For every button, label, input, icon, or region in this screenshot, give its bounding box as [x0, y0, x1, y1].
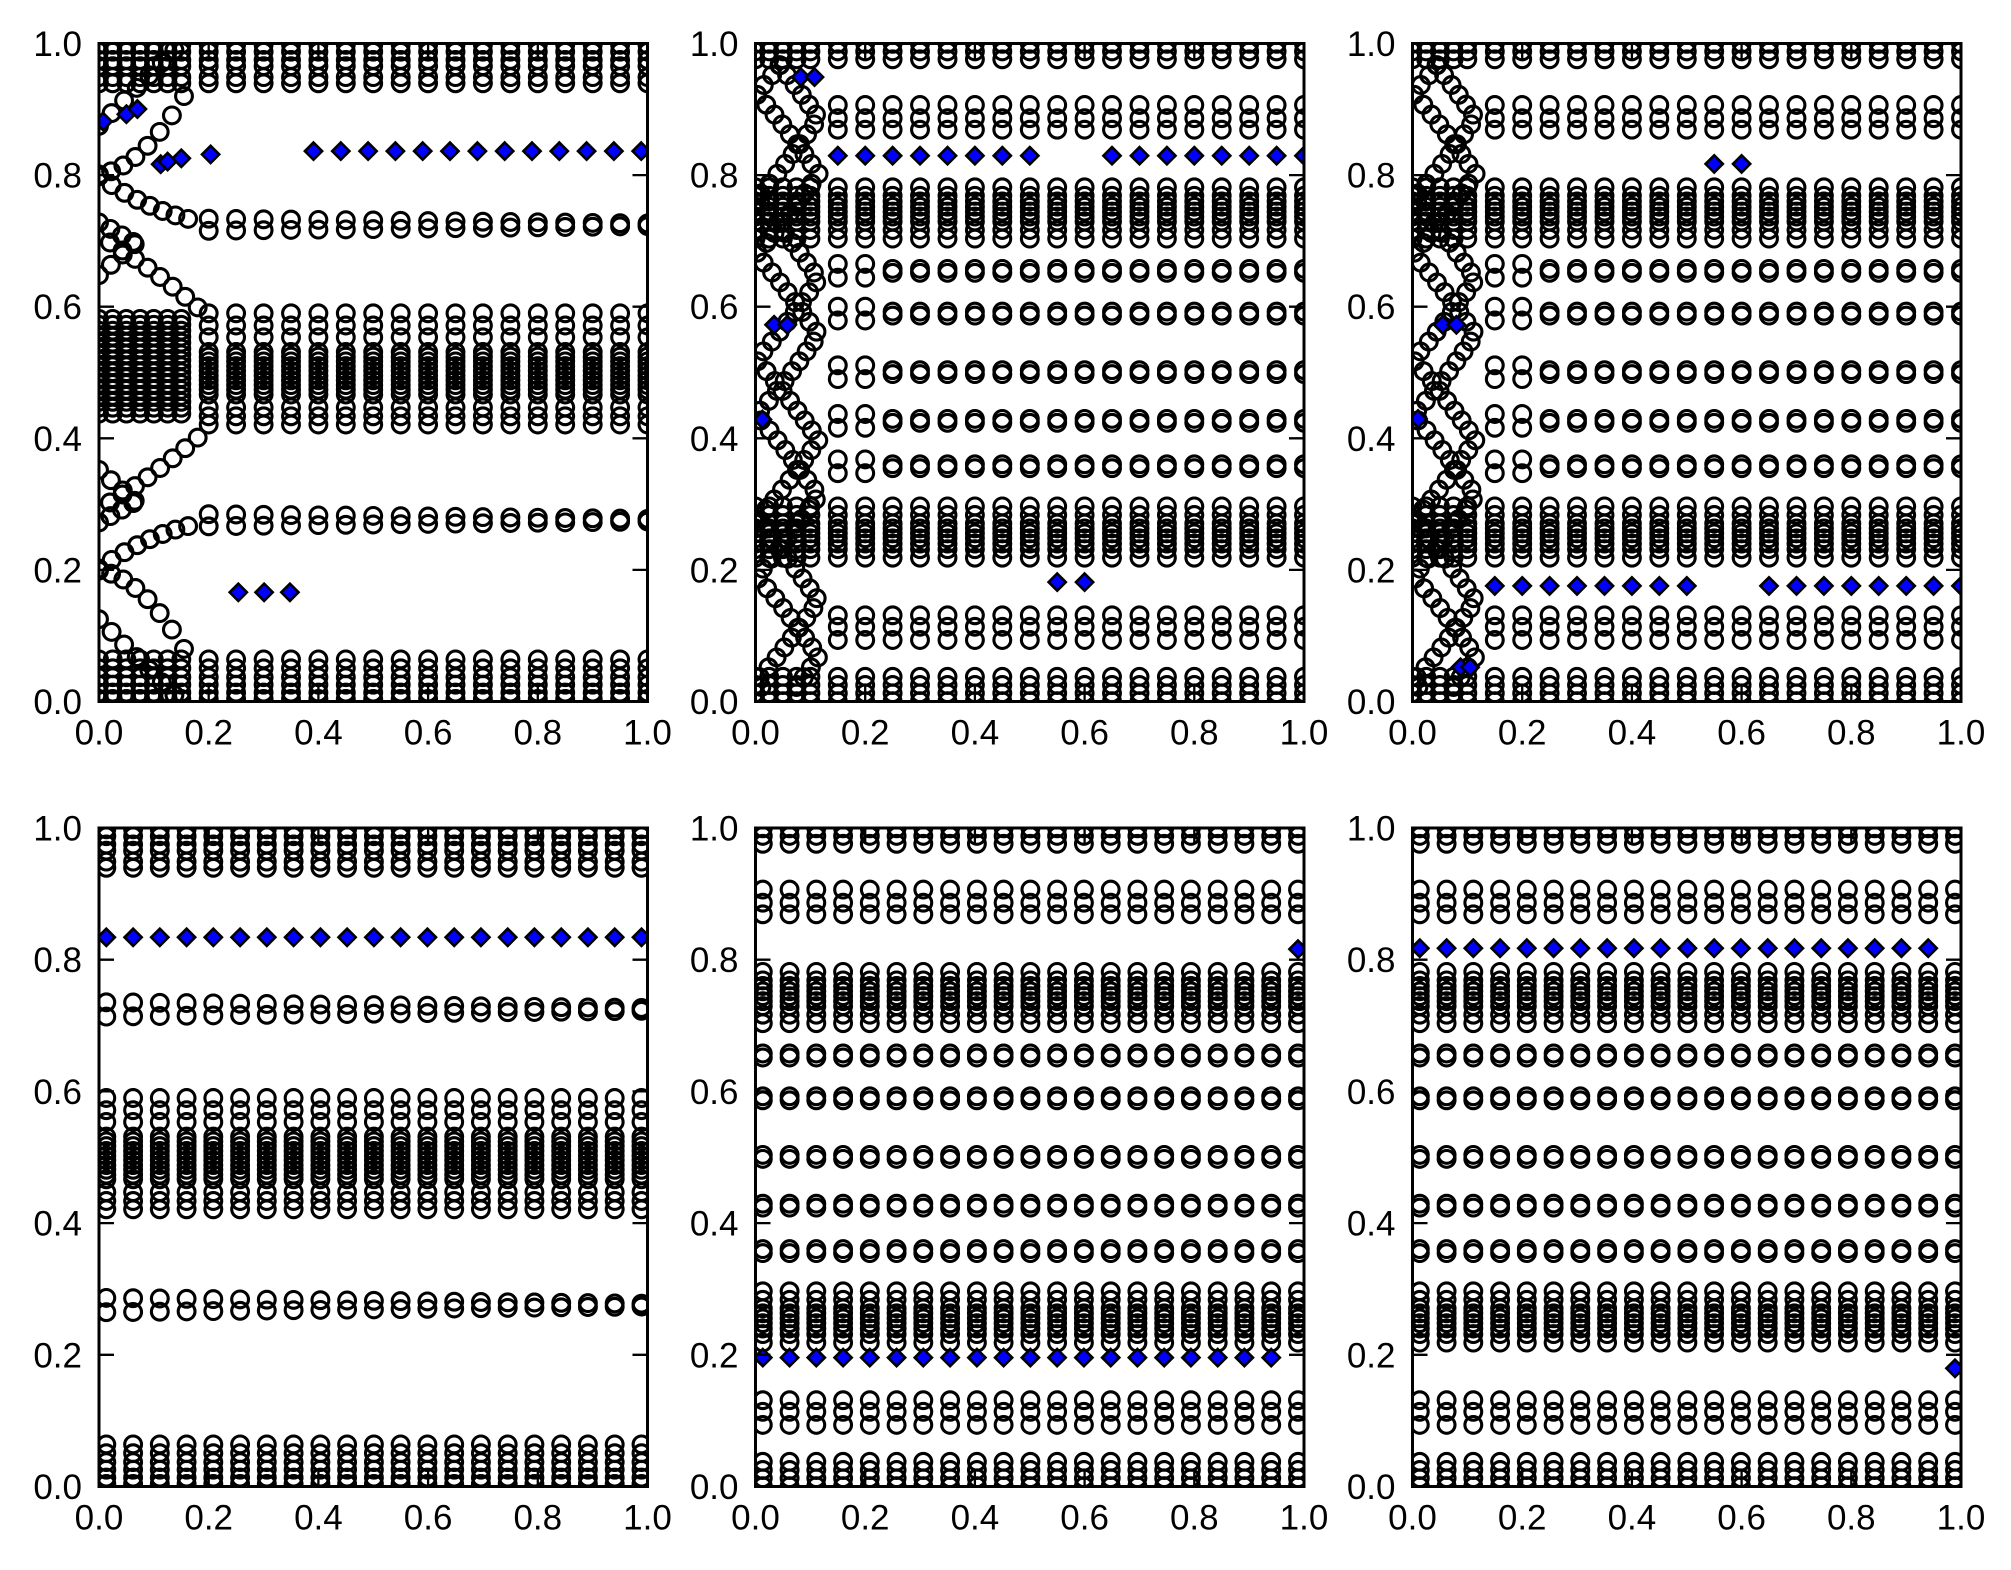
- svg-text:0.2: 0.2: [690, 1336, 739, 1375]
- svg-text:0.2: 0.2: [1347, 1336, 1396, 1375]
- svg-text:1.0: 1.0: [33, 25, 82, 64]
- svg-text:0.6: 0.6: [404, 1499, 453, 1538]
- svg-text:1.0: 1.0: [690, 25, 739, 64]
- svg-text:0.4: 0.4: [33, 420, 82, 459]
- svg-text:0.6: 0.6: [1347, 288, 1396, 327]
- svg-text:0.6: 0.6: [1060, 1499, 1109, 1538]
- svg-text:1.0: 1.0: [1347, 25, 1396, 64]
- svg-text:0.2: 0.2: [33, 551, 82, 590]
- svg-text:0.0: 0.0: [731, 714, 780, 753]
- svg-text:0.6: 0.6: [690, 1073, 739, 1112]
- svg-text:0.8: 0.8: [1827, 1499, 1876, 1538]
- svg-text:0.8: 0.8: [1170, 1499, 1219, 1538]
- svg-text:0.4: 0.4: [690, 420, 739, 459]
- svg-text:0.6: 0.6: [1717, 714, 1766, 753]
- svg-text:0.8: 0.8: [33, 941, 82, 980]
- svg-text:0.8: 0.8: [513, 714, 562, 753]
- svg-text:0.2: 0.2: [690, 551, 739, 590]
- svg-text:0.2: 0.2: [184, 714, 233, 753]
- svg-text:1.0: 1.0: [33, 810, 82, 849]
- svg-text:0.6: 0.6: [690, 288, 739, 327]
- svg-text:0.0: 0.0: [1388, 1499, 1437, 1538]
- svg-text:0.0: 0.0: [75, 714, 124, 753]
- svg-text:0.4: 0.4: [951, 714, 1000, 753]
- svg-text:0.8: 0.8: [1170, 714, 1219, 753]
- svg-text:0.6: 0.6: [33, 288, 82, 327]
- svg-text:0.4: 0.4: [294, 1499, 343, 1538]
- svg-text:0.0: 0.0: [75, 1499, 124, 1538]
- svg-text:1.0: 1.0: [1347, 810, 1396, 849]
- svg-text:0.8: 0.8: [33, 157, 82, 196]
- svg-text:1.0: 1.0: [1280, 1499, 1329, 1538]
- svg-text:0.6: 0.6: [1717, 1499, 1766, 1538]
- svg-text:0.0: 0.0: [33, 683, 82, 722]
- svg-text:0.4: 0.4: [1347, 1205, 1396, 1244]
- svg-text:0.2: 0.2: [841, 714, 890, 753]
- svg-text:1.0: 1.0: [1280, 714, 1329, 753]
- svg-text:0.4: 0.4: [1347, 420, 1396, 459]
- svg-text:0.8: 0.8: [1347, 941, 1396, 980]
- svg-text:0.6: 0.6: [404, 714, 453, 753]
- svg-text:0.2: 0.2: [184, 1499, 233, 1538]
- svg-text:0.4: 0.4: [33, 1205, 82, 1244]
- svg-text:0.8: 0.8: [690, 941, 739, 980]
- svg-text:0.6: 0.6: [1060, 714, 1109, 753]
- svg-text:0.4: 0.4: [1608, 1499, 1657, 1538]
- svg-text:0.4: 0.4: [294, 714, 343, 753]
- svg-text:0.2: 0.2: [1347, 551, 1396, 590]
- svg-text:0.8: 0.8: [1827, 714, 1876, 753]
- svg-text:0.4: 0.4: [690, 1205, 739, 1244]
- svg-text:0.2: 0.2: [841, 1499, 890, 1538]
- svg-text:0.0: 0.0: [690, 1468, 739, 1507]
- svg-text:1.0: 1.0: [623, 1499, 672, 1538]
- svg-text:0.8: 0.8: [513, 1499, 562, 1538]
- svg-text:0.6: 0.6: [1347, 1073, 1396, 1112]
- svg-text:0.0: 0.0: [731, 1499, 780, 1538]
- svg-text:0.6: 0.6: [33, 1073, 82, 1112]
- svg-text:0.0: 0.0: [1347, 1468, 1396, 1507]
- svg-text:0.0: 0.0: [690, 683, 739, 722]
- svg-text:0.2: 0.2: [1498, 714, 1547, 753]
- svg-text:1.0: 1.0: [1937, 1499, 1986, 1538]
- svg-text:0.2: 0.2: [33, 1336, 82, 1375]
- svg-text:0.0: 0.0: [1347, 683, 1396, 722]
- svg-text:1.0: 1.0: [690, 810, 739, 849]
- svg-text:0.4: 0.4: [1608, 714, 1657, 753]
- svg-text:1.0: 1.0: [623, 714, 672, 753]
- svg-text:0.8: 0.8: [1347, 157, 1396, 196]
- svg-text:0.8: 0.8: [690, 157, 739, 196]
- svg-text:0.0: 0.0: [1388, 714, 1437, 753]
- svg-text:1.0: 1.0: [1937, 714, 1986, 753]
- svg-text:0.4: 0.4: [951, 1499, 1000, 1538]
- svg-text:0.2: 0.2: [1498, 1499, 1547, 1538]
- svg-text:0.0: 0.0: [33, 1468, 82, 1507]
